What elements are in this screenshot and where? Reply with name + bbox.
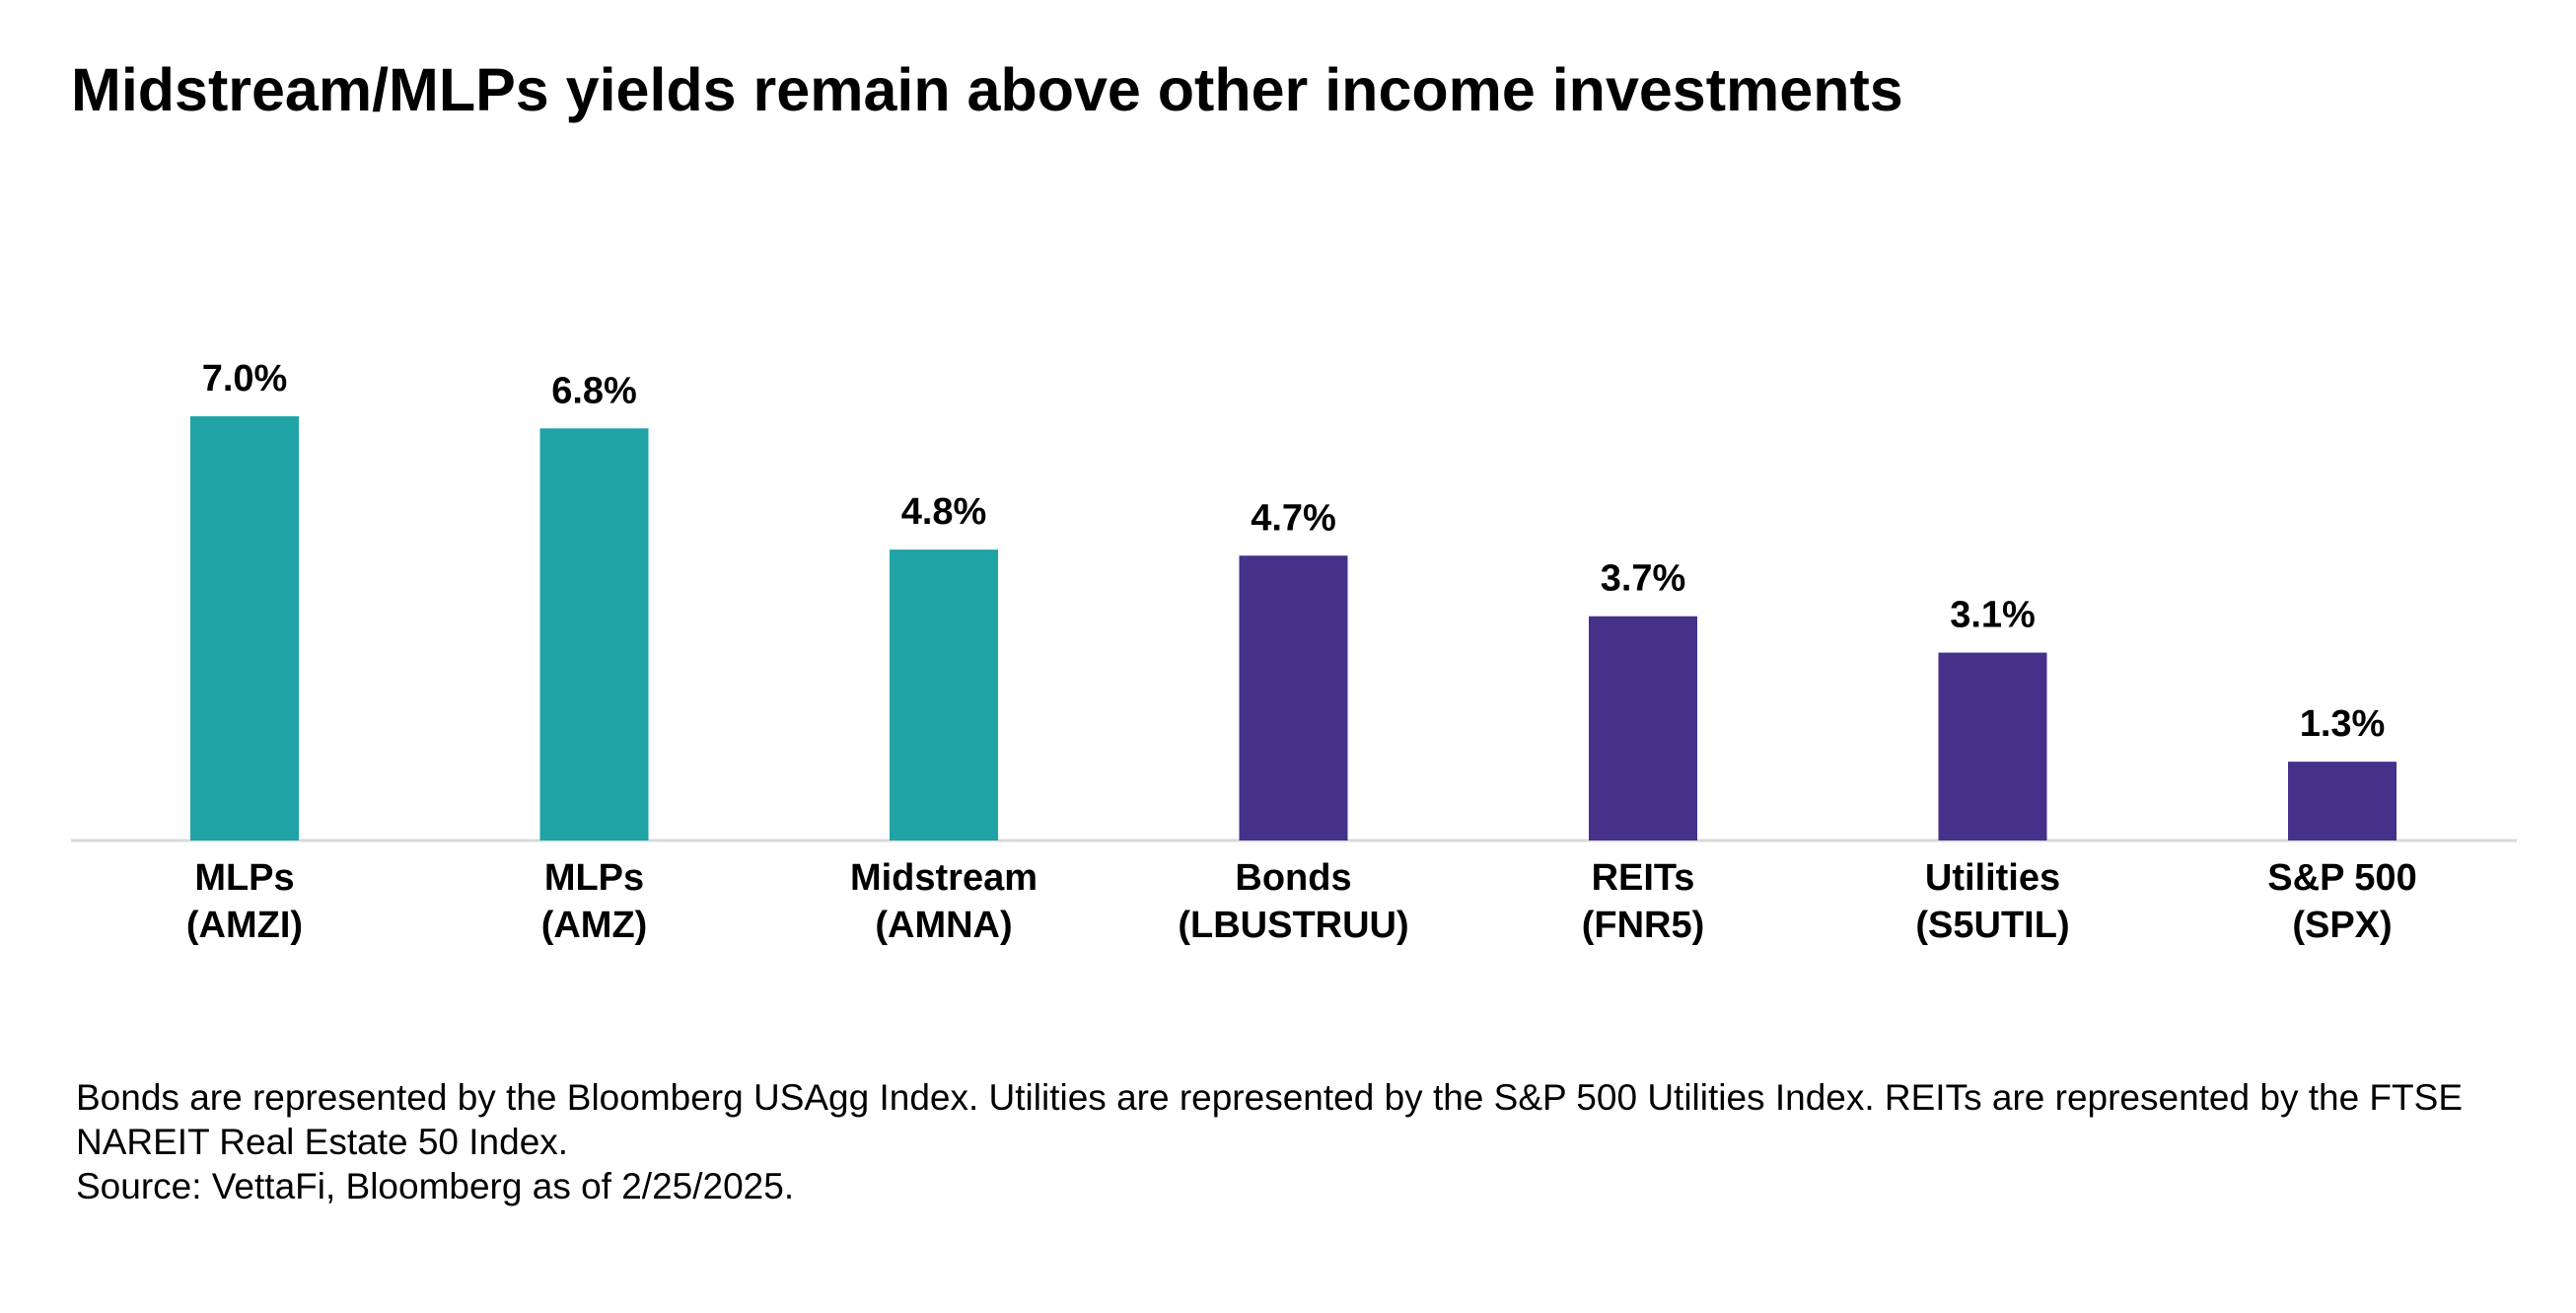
category-ticker: (AMNA) [875, 905, 1012, 946]
category-ticker: (FNR5) [1582, 905, 1705, 946]
data-label: 4.8% [901, 491, 987, 533]
bar [190, 416, 299, 840]
category-name: MLPs [544, 857, 644, 899]
category-ticker: (S5UTIL) [1915, 905, 2069, 946]
data-label: 3.7% [1601, 558, 1686, 600]
category-name: Bonds [1235, 857, 1351, 899]
bar [539, 428, 649, 840]
category-label: S&P 500 (SPX) [2267, 857, 2416, 946]
category-name: Midstream [850, 857, 1038, 899]
bar [890, 549, 998, 840]
data-label: 7.0% [202, 358, 288, 400]
data-label: 4.7% [1251, 497, 1336, 539]
category-label: REITs (FNR5) [1582, 857, 1705, 946]
category-name: S&P 500 [2267, 857, 2416, 899]
bar [1239, 555, 1348, 840]
category-ticker: (SPX) [2292, 905, 2392, 946]
data-label: 1.3% [2300, 703, 2386, 745]
category-label: MLPs (AMZI) [186, 857, 303, 946]
bar-chart: 7.0% MLPs (AMZI) 6.8% MLPs (AMZ) 4.8% Midstream… [71, 358, 2517, 946]
category-name: REITs [1592, 857, 1695, 899]
category-label: Bonds (LBUSTRUU) [1178, 857, 1408, 946]
category-ticker: (AMZ) [541, 905, 648, 946]
footnote: Bonds are represented by the Bloomberg U… [76, 1075, 2522, 1208]
category-ticker: (LBUSTRUU) [1178, 905, 1408, 946]
category-label: MLPs (AMZ) [541, 857, 648, 946]
category-ticker: (AMZI) [186, 905, 303, 946]
category-label: Utilities (S5UTIL) [1915, 857, 2069, 946]
category-label: Midstream (AMNA) [850, 857, 1038, 946]
data-label: 6.8% [551, 370, 637, 411]
category-name: Utilities [1925, 857, 2060, 899]
footnote-source: Source: VettaFi, Bloomberg as of 2/25/20… [76, 1166, 795, 1206]
footnote-note: Bonds are represented by the Bloomberg U… [76, 1077, 2463, 1162]
bar [1938, 652, 2047, 840]
category-name: MLPs [194, 857, 294, 899]
chart-title: Midstream/MLPs yields remain above other… [71, 56, 1903, 123]
bar [2288, 762, 2397, 840]
bar [1589, 616, 1697, 840]
data-label: 3.1% [1950, 595, 2036, 636]
